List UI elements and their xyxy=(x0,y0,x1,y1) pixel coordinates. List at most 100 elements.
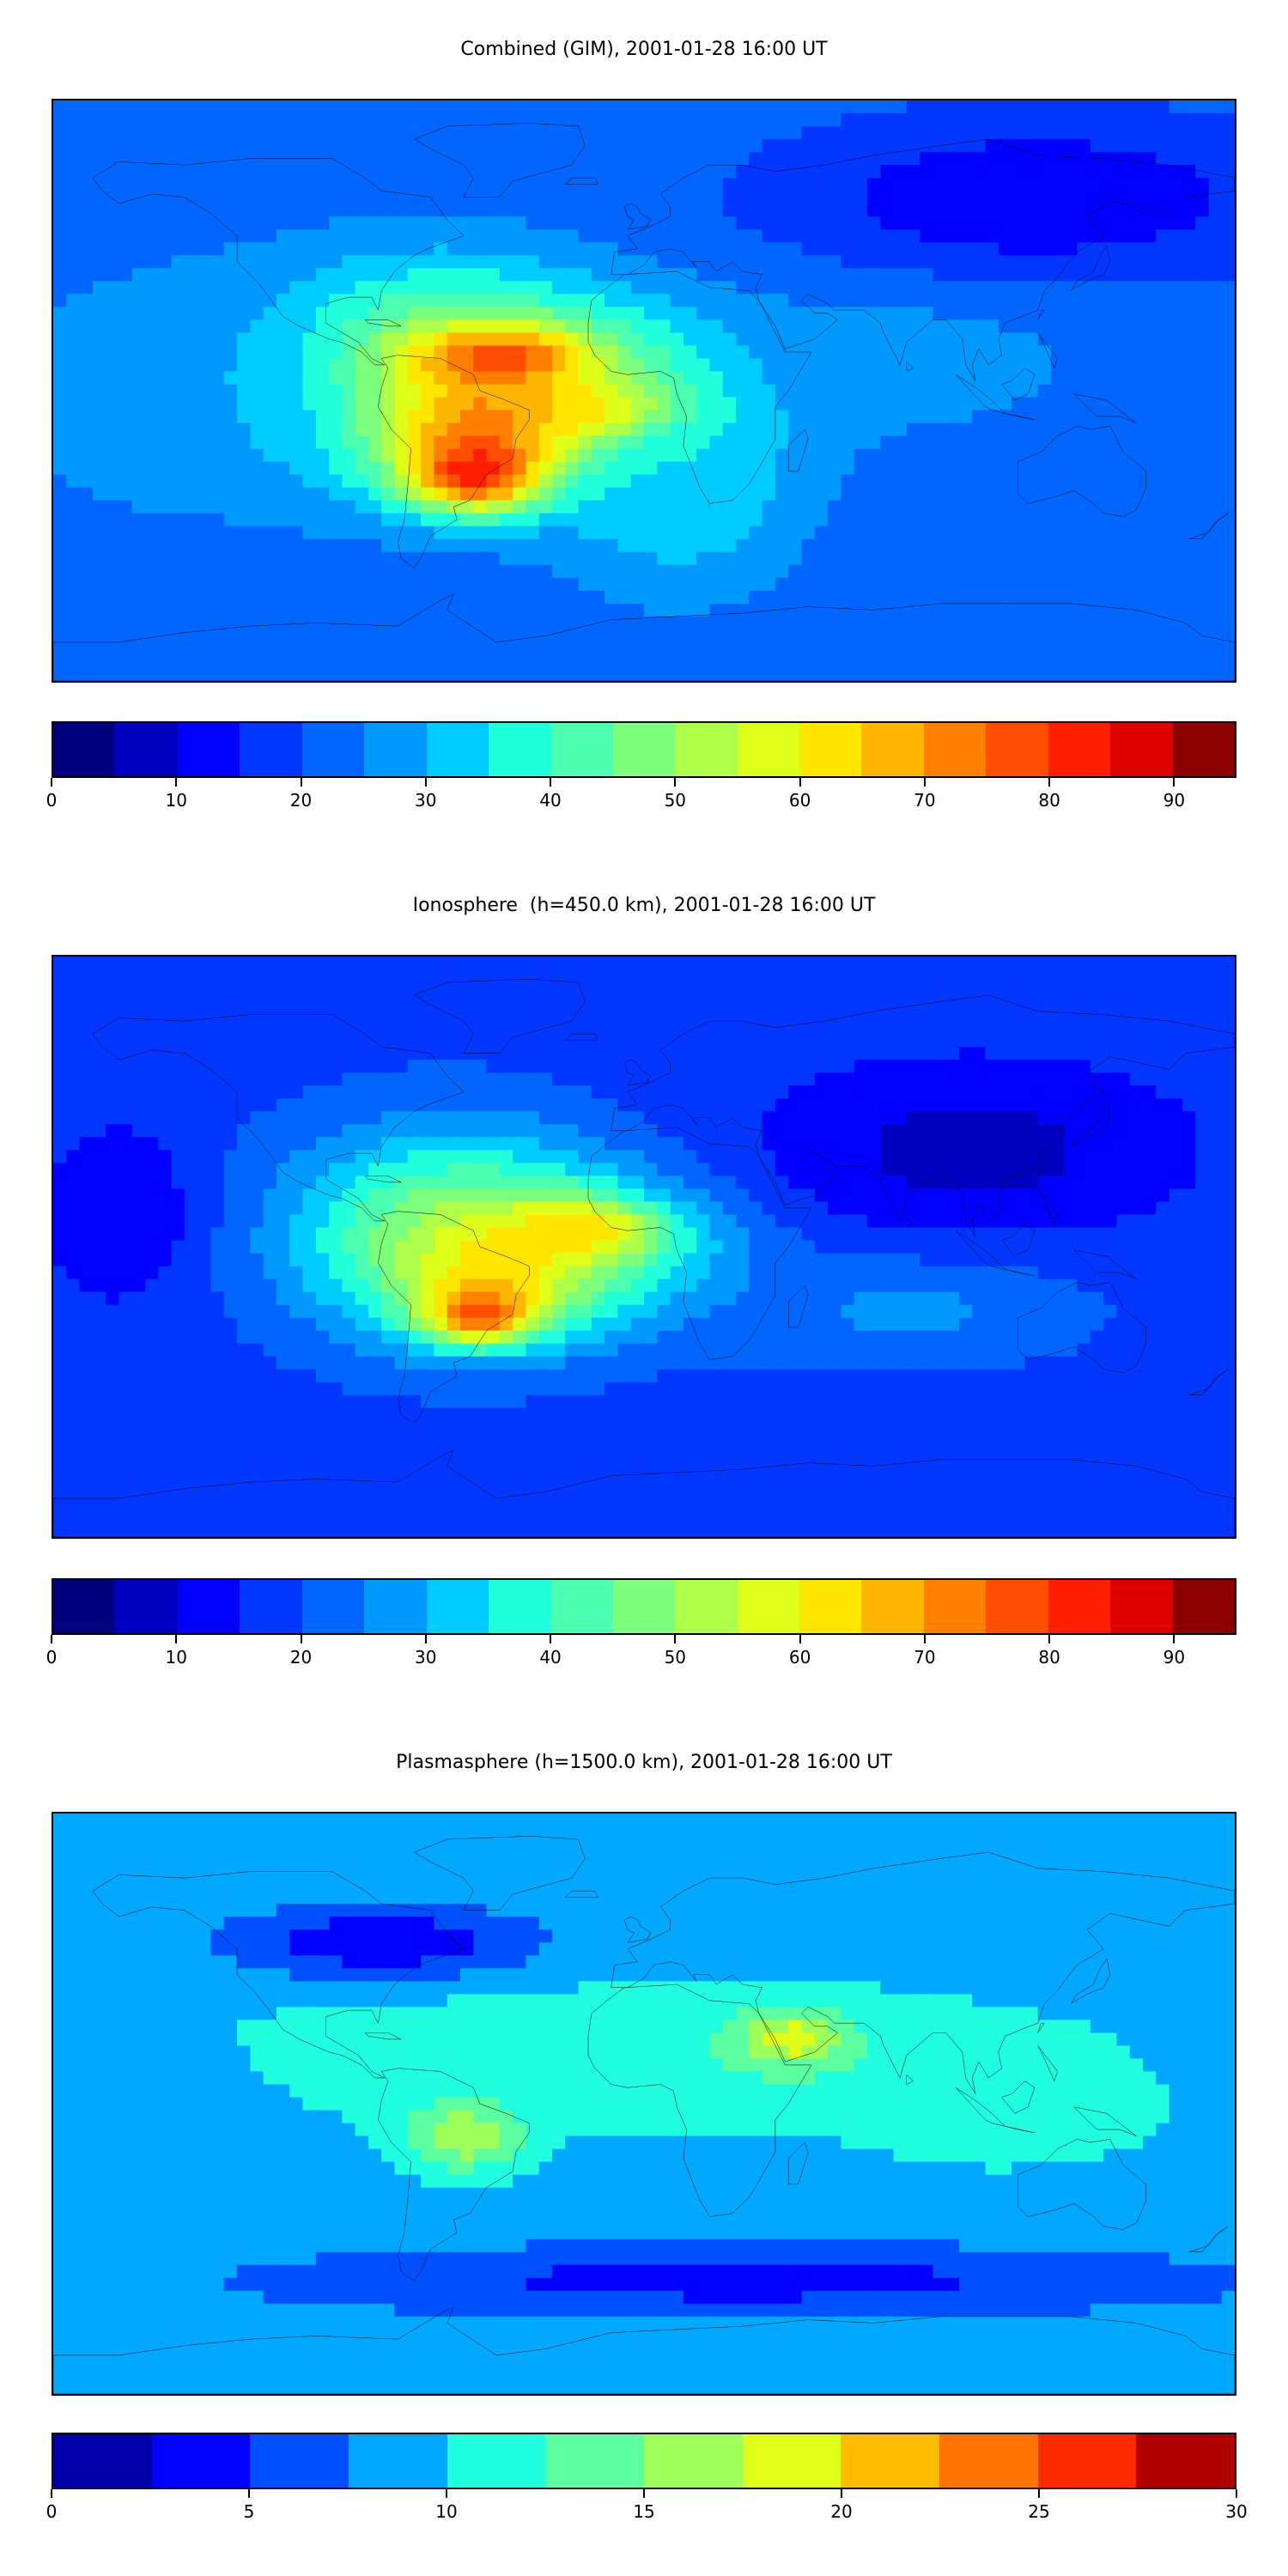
field-cell xyxy=(1077,152,1091,166)
field-cell xyxy=(893,526,908,540)
field-cell xyxy=(250,242,264,256)
field-cell xyxy=(447,178,461,191)
field-cell xyxy=(605,435,618,450)
field-cell xyxy=(565,513,580,527)
field-cell xyxy=(302,113,317,127)
field-cell xyxy=(486,526,501,540)
field-cell xyxy=(66,397,81,411)
field-cell xyxy=(958,538,973,553)
field-cell xyxy=(920,995,933,1009)
field-cell xyxy=(696,500,711,514)
field-cell xyxy=(1182,1047,1196,1060)
field-cell xyxy=(106,126,120,140)
field-cell xyxy=(1182,332,1196,346)
field-cell xyxy=(459,500,474,514)
field-cell xyxy=(1208,1021,1223,1035)
field-cell xyxy=(985,577,999,592)
field-cell xyxy=(958,191,973,204)
field-cell xyxy=(92,319,106,333)
field-cell xyxy=(709,139,724,153)
field-cell xyxy=(945,216,960,230)
field-cell xyxy=(1169,242,1183,256)
field-cell xyxy=(92,307,106,320)
colorbar-segment xyxy=(550,723,613,776)
field-cell xyxy=(289,1008,304,1022)
field-cell xyxy=(1037,590,1052,605)
field-cell xyxy=(788,242,803,256)
field-cell xyxy=(342,487,356,501)
field-cell xyxy=(473,448,488,463)
field-cell xyxy=(696,551,711,566)
field-cell xyxy=(1090,1021,1104,1035)
field-cell xyxy=(538,982,553,996)
field-cell xyxy=(1195,1047,1209,1060)
field-cell xyxy=(933,551,947,566)
field-cell xyxy=(1037,319,1052,333)
field-cell xyxy=(617,1008,632,1022)
field-cell xyxy=(394,139,409,153)
field-cell xyxy=(447,1008,461,1022)
field-cell xyxy=(1064,332,1078,346)
field-cell xyxy=(315,384,330,398)
field-cell xyxy=(617,629,632,643)
field-cell xyxy=(263,191,277,204)
field-cell xyxy=(184,1034,198,1048)
field-cell xyxy=(578,982,592,996)
field-cell xyxy=(630,641,645,656)
field-cell xyxy=(1024,255,1039,269)
field-cell xyxy=(513,345,526,360)
field-cell xyxy=(1169,1060,1183,1073)
field-cell xyxy=(66,294,81,307)
field-cell xyxy=(578,294,592,307)
field-cell xyxy=(972,191,987,204)
field-cell xyxy=(1221,461,1235,476)
field-cell xyxy=(893,422,908,437)
field-cell xyxy=(683,268,697,282)
field-cell xyxy=(276,345,290,360)
field-cell xyxy=(828,384,841,398)
field-cell xyxy=(1169,113,1183,127)
field-cell xyxy=(421,216,434,230)
field-cell xyxy=(1116,616,1131,630)
field-cell xyxy=(223,100,238,114)
field-cell xyxy=(538,216,553,230)
field-cell xyxy=(749,345,763,360)
field-cell xyxy=(657,139,671,153)
field-cell xyxy=(722,1060,737,1073)
field-cell xyxy=(302,281,317,295)
field-cell xyxy=(1221,152,1235,166)
field-cell xyxy=(998,969,1012,983)
field-cell xyxy=(421,1072,434,1086)
field-cell xyxy=(513,1008,526,1022)
field-cell xyxy=(145,100,159,114)
field-cell xyxy=(958,629,973,643)
field-cell xyxy=(106,667,120,681)
field-cell xyxy=(1037,242,1052,256)
field-cell xyxy=(223,526,238,540)
field-cell xyxy=(630,139,645,153)
field-cell xyxy=(617,371,632,386)
field-cell xyxy=(106,410,120,424)
field-cell xyxy=(814,281,829,295)
field-cell xyxy=(906,307,920,320)
field-cell xyxy=(486,969,501,983)
field-cell xyxy=(814,204,829,217)
field-cell xyxy=(814,422,829,437)
field-cell xyxy=(53,410,67,424)
field-cell xyxy=(171,358,185,373)
field-cell xyxy=(1208,422,1223,437)
field-layer xyxy=(53,957,1235,1537)
field-cell xyxy=(315,332,330,346)
field-cell xyxy=(1142,526,1157,540)
field-cell xyxy=(1142,551,1157,566)
field-cell xyxy=(184,1060,198,1073)
field-cell xyxy=(605,564,618,579)
field-cell xyxy=(565,410,580,424)
field-cell xyxy=(131,345,146,360)
field-cell xyxy=(106,178,120,191)
field-cell xyxy=(762,165,776,179)
field-cell xyxy=(893,603,908,617)
field-cell xyxy=(749,629,763,643)
field-cell xyxy=(250,100,264,114)
field-cell xyxy=(276,538,290,553)
